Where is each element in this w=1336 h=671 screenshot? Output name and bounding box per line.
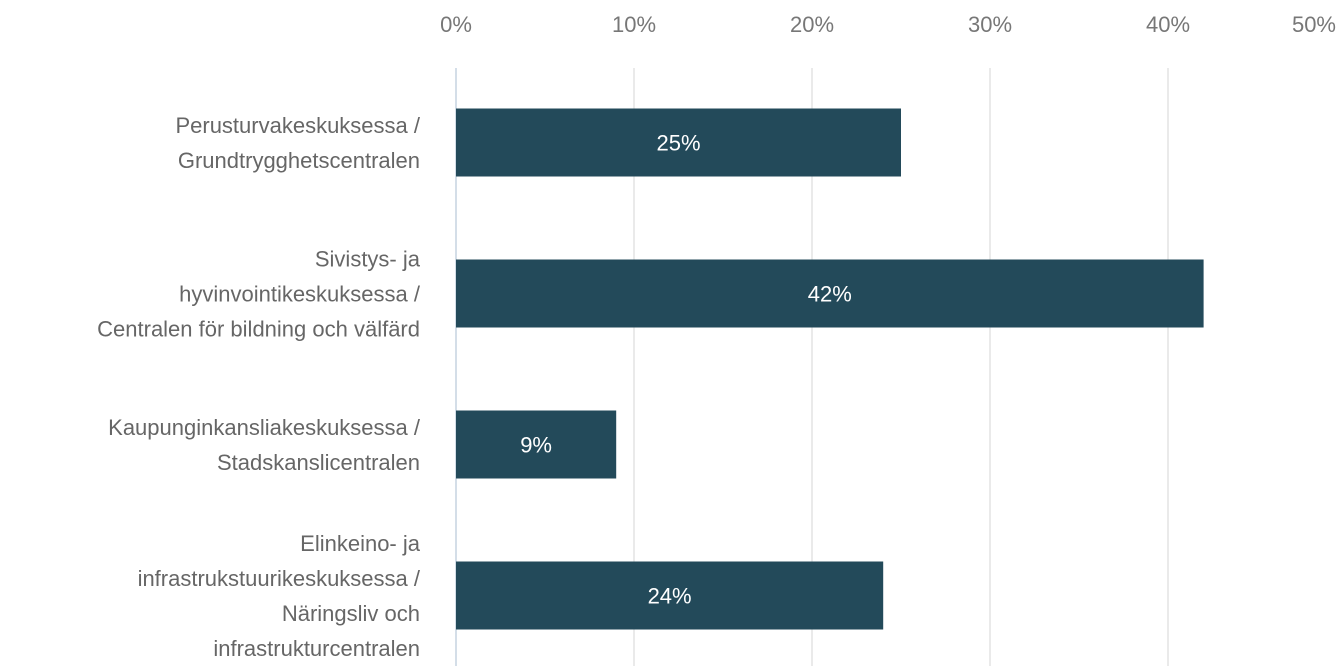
bar <box>456 410 617 479</box>
y-tick-label: Elinkeino- ja infrastrukstuurikeskuksessa… <box>138 531 421 661</box>
bar <box>456 259 1204 328</box>
x-tick-label: 40% <box>1146 12 1190 37</box>
y-tick-label: Sivistys- ja hyvinvointikeskuksessa / Cent… <box>97 246 421 341</box>
bar <box>456 108 901 177</box>
x-tick-label: 50% <box>1292 12 1336 37</box>
x-tick-label: 30% <box>968 12 1012 37</box>
x-tick-label: 20% <box>790 12 834 37</box>
bar <box>456 561 884 630</box>
x-tick-label: 10% <box>612 12 656 37</box>
data-label: 42% <box>808 281 852 306</box>
x-tick-label: 0% <box>440 12 472 37</box>
data-label: 9% <box>520 432 552 457</box>
data-label: 24% <box>648 583 692 608</box>
data-label: 25% <box>656 130 700 155</box>
y-tick-label: Kaupunginkansliakeskuksessa / Stadskansli… <box>108 415 421 475</box>
y-tick-label: Perusturvakeskuksessa / Grundtrygghetscen… <box>175 113 420 173</box>
